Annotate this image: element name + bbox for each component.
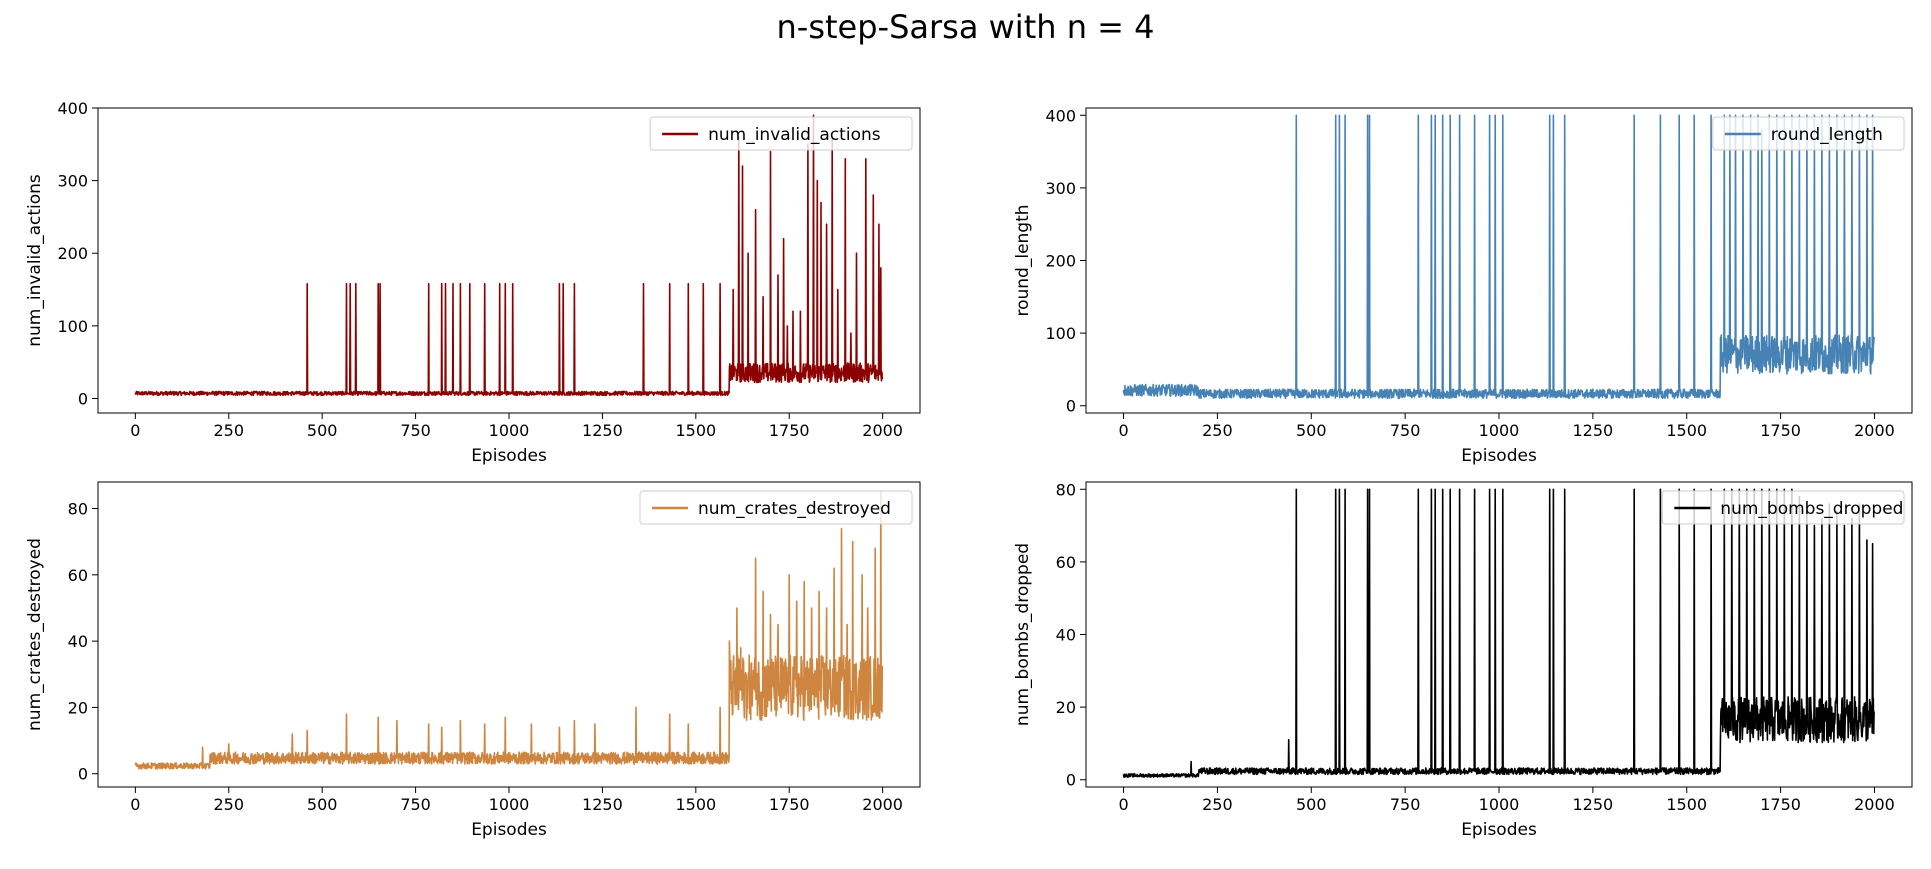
series-line-2-1	[1122, 114, 1875, 400]
x-tick-label: 750	[1390, 421, 1421, 440]
y-tick-label: 80	[1056, 480, 1076, 499]
y-tick-label: 100	[57, 317, 88, 336]
y-tick-label: 200	[57, 244, 88, 263]
y-tick-label: 200	[1045, 252, 1076, 271]
series-line-4-1	[1122, 488, 1875, 778]
legend-label: round_length	[1771, 125, 1883, 145]
y-tick-label: 20	[68, 698, 88, 717]
x-tick-label: 2000	[862, 421, 903, 440]
legend-box	[1712, 116, 1905, 151]
legend: num_invalid_actions	[649, 116, 913, 151]
x-tick-label: 1000	[489, 421, 530, 440]
y-axis-label: round_length	[1013, 204, 1033, 316]
x-tick-label: 1250	[1573, 795, 1614, 814]
x-tick-label: 1000	[1479, 421, 1520, 440]
x-tick-label: 750	[1390, 795, 1421, 814]
y-tick-label: 300	[1045, 179, 1076, 198]
x-tick-label: 1750	[1760, 421, 1801, 440]
chart-panel-2: 0 250 500 750 1000 1250 1500 1750 2000 0 100 200 300…	[1013, 106, 1913, 466]
x-tick-label: 500	[1296, 795, 1327, 814]
x-axis-label: Episodes	[471, 446, 547, 466]
y-tick-label: 0	[78, 765, 88, 784]
x-tick-label: 1250	[582, 795, 623, 814]
x-tick-label: 750	[400, 421, 431, 440]
y-tick-label: 100	[1045, 324, 1076, 343]
y-tick-label: 80	[68, 500, 88, 519]
y-axis-label: num_bombs_dropped	[1013, 543, 1033, 726]
series-line-1-1	[134, 114, 884, 397]
axes-frame	[97, 107, 921, 414]
legend-label: num_bombs_dropped	[1720, 499, 1903, 519]
y-tick-label: 60	[68, 566, 88, 585]
y-tick-label: 0	[1066, 771, 1076, 790]
y-tick-label: 400	[57, 99, 88, 118]
legend-box	[1661, 490, 1905, 525]
x-tick-label: 1500	[675, 795, 716, 814]
y-tick-label: 60	[1056, 553, 1076, 572]
x-tick-label: 1000	[1479, 795, 1520, 814]
y-tick-label: 300	[57, 172, 88, 191]
series-line-3-1	[134, 491, 884, 770]
y-tick-label: 40	[68, 632, 88, 651]
x-tick-label: 500	[307, 421, 338, 440]
y-axis-label: num_crates_destroyed	[25, 538, 45, 731]
x-tick-label: 1250	[582, 421, 623, 440]
x-tick-label: 500	[1296, 421, 1327, 440]
x-tick-label: 250	[213, 421, 244, 440]
legend: num_bombs_dropped	[1661, 490, 1905, 525]
x-tick-label: 1250	[1573, 421, 1614, 440]
y-tick-label: 400	[1045, 106, 1076, 125]
chart-panel-4: 0 250 500 750 1000 1250 1500 1750 2000 0 20 40 60 80 E…	[1013, 480, 1913, 840]
y-tick-label: 0	[1066, 397, 1076, 416]
x-axis-label: Episodes	[471, 820, 547, 840]
x-tick-label: 0	[1118, 421, 1128, 440]
legend-label: num_crates_destroyed	[698, 499, 891, 519]
x-tick-label: 250	[213, 795, 244, 814]
legend: num_crates_destroyed	[639, 490, 913, 525]
x-tick-label: 2000	[1854, 421, 1895, 440]
chart-panel-1: 0 250 500 750 1000 1250 1500 1750 2000 0 100 200 300…	[25, 99, 921, 466]
x-tick-label: 750	[400, 795, 431, 814]
x-tick-label: 1750	[1760, 795, 1801, 814]
x-tick-label: 1750	[769, 795, 810, 814]
x-tick-label: 1500	[1666, 795, 1707, 814]
x-tick-label: 2000	[1854, 795, 1895, 814]
x-tick-label: 0	[1118, 795, 1128, 814]
x-tick-label: 250	[1202, 421, 1233, 440]
x-tick-label: 0	[130, 795, 140, 814]
chart-panel-3: 0 250 500 750 1000 1250 1500 1750 2000 0 20 40 60 80 E…	[25, 481, 921, 840]
legend-box	[639, 490, 913, 525]
axes-frame	[1085, 481, 1913, 788]
legend-box	[649, 116, 913, 151]
figure-title: n-step-Sarsa with n = 4	[776, 8, 1155, 46]
legend: round_length	[1712, 116, 1905, 151]
x-tick-label: 250	[1202, 795, 1233, 814]
y-tick-label: 0	[78, 389, 88, 408]
y-axis-label: num_invalid_actions	[25, 174, 45, 347]
legend-label: num_invalid_actions	[708, 125, 881, 145]
x-tick-label: 500	[307, 795, 338, 814]
x-axis-label: Episodes	[1461, 446, 1537, 466]
y-tick-label: 20	[1056, 698, 1076, 717]
x-tick-label: 1750	[769, 421, 810, 440]
x-tick-label: 2000	[862, 795, 903, 814]
x-tick-label: 1000	[489, 795, 530, 814]
x-tick-label: 1500	[675, 421, 716, 440]
x-tick-label: 0	[130, 421, 140, 440]
x-axis-label: Episodes	[1461, 820, 1537, 840]
y-tick-label: 40	[1056, 626, 1076, 645]
x-tick-label: 1500	[1666, 421, 1707, 440]
